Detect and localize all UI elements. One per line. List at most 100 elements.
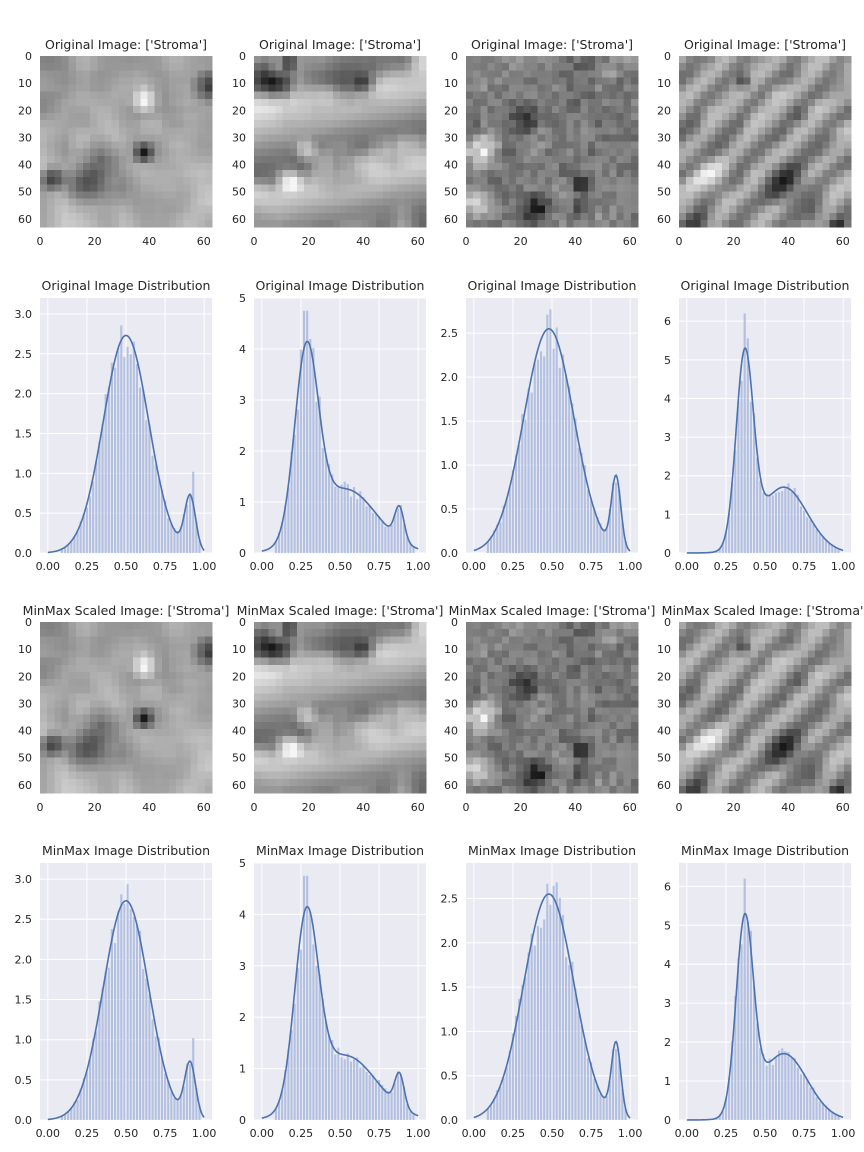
image-pixel xyxy=(61,91,70,100)
image-pixel xyxy=(595,679,603,687)
image-pixel xyxy=(347,721,355,730)
image-pixel xyxy=(404,764,413,773)
image-pixel xyxy=(97,764,106,773)
image-pixel xyxy=(154,212,163,221)
histogram-bar xyxy=(727,513,731,553)
image-pixel xyxy=(368,693,377,701)
image-pixel xyxy=(602,700,610,709)
image-pixel xyxy=(473,636,481,644)
image-pixel xyxy=(686,629,694,637)
image-pixel xyxy=(623,56,632,64)
image-pixel xyxy=(111,77,120,86)
image-pixel xyxy=(829,650,838,659)
image-pixel xyxy=(340,98,348,107)
image-pixel xyxy=(487,184,496,192)
image-pixel xyxy=(261,757,269,766)
image-pixel xyxy=(361,778,370,787)
histogram-bar xyxy=(552,348,555,553)
image-pixel xyxy=(375,622,384,630)
image-pixel xyxy=(473,91,481,100)
image-pixel xyxy=(176,679,184,687)
image-pixel xyxy=(318,170,327,178)
image-pixel xyxy=(829,622,838,630)
image-pixel xyxy=(47,120,55,128)
image-pixel xyxy=(275,679,284,687)
y-tick-label: 30 xyxy=(444,697,458,710)
image-pixel xyxy=(729,84,737,93)
image-pixel xyxy=(204,198,213,207)
image-pixel xyxy=(318,750,327,758)
image-pixel xyxy=(750,184,759,192)
image-pixel xyxy=(383,91,391,100)
image-pixel xyxy=(552,212,560,221)
image-pixel xyxy=(169,629,177,637)
image-pixel xyxy=(147,679,156,687)
image-pixel xyxy=(616,127,625,135)
image-pixel xyxy=(793,205,802,214)
image-pixel xyxy=(587,113,596,121)
image-pixel xyxy=(523,155,532,164)
image-pixel xyxy=(501,629,510,637)
image-pixel xyxy=(729,155,737,164)
image-pixel xyxy=(126,148,134,157)
image-pixel xyxy=(354,212,363,221)
image-pixel xyxy=(304,120,312,128)
image-pixel xyxy=(47,714,55,723)
image-pixel xyxy=(587,721,596,730)
image-pixel xyxy=(254,622,262,630)
x-tick-label: 40 xyxy=(356,235,370,248)
image-pixel xyxy=(204,77,213,86)
image-pixel xyxy=(40,721,48,730)
image-pixel xyxy=(707,63,716,71)
image-pixel xyxy=(340,77,348,86)
image-pixel xyxy=(800,714,809,723)
image-pixel xyxy=(90,757,98,766)
image-pixel xyxy=(765,714,773,723)
image-pixel xyxy=(397,750,406,758)
image-pixel xyxy=(800,77,809,86)
image-pixel xyxy=(397,105,406,114)
image-pixel xyxy=(325,757,334,766)
image-pixel xyxy=(368,785,377,794)
image-pixel xyxy=(714,657,723,666)
image-pixel xyxy=(169,191,177,200)
image-pixel xyxy=(311,657,320,666)
image-pixel xyxy=(836,170,845,178)
image-pixel xyxy=(757,170,766,178)
image-pixel xyxy=(347,155,355,164)
image-pixel xyxy=(686,212,694,221)
image-pixel xyxy=(523,184,532,192)
image-pixel xyxy=(204,700,213,709)
image-pixel xyxy=(311,679,320,687)
image-pixel xyxy=(161,764,170,773)
image-pixel xyxy=(318,679,327,687)
image-pixel xyxy=(183,693,192,701)
image-pixel xyxy=(501,707,510,716)
image-pixel xyxy=(390,757,398,766)
image-pixel xyxy=(602,198,610,207)
image-pixel xyxy=(700,721,709,730)
image-pixel xyxy=(836,191,845,200)
image-pixel xyxy=(501,120,510,128)
image-pixel xyxy=(325,177,334,185)
image-pixel xyxy=(544,736,553,744)
image-pixel xyxy=(90,714,98,723)
image-pixel xyxy=(311,98,320,107)
image-pixel xyxy=(47,148,55,157)
image-pixel xyxy=(325,743,334,751)
image-pixel xyxy=(169,134,177,143)
image-pixel xyxy=(623,184,632,192)
image-pixel xyxy=(83,205,91,214)
image-pixel xyxy=(254,177,262,185)
image-pixel xyxy=(397,629,406,637)
image-pixel xyxy=(197,785,206,794)
histogram-bar xyxy=(198,540,201,553)
image-pixel xyxy=(757,191,766,200)
image-pixel xyxy=(616,84,625,93)
image-pixel xyxy=(154,636,163,644)
image-pixel xyxy=(297,91,305,100)
image-pixel xyxy=(700,714,709,723)
image-pixel xyxy=(707,736,716,744)
image-pixel xyxy=(154,113,163,121)
image-pixel xyxy=(509,113,517,121)
